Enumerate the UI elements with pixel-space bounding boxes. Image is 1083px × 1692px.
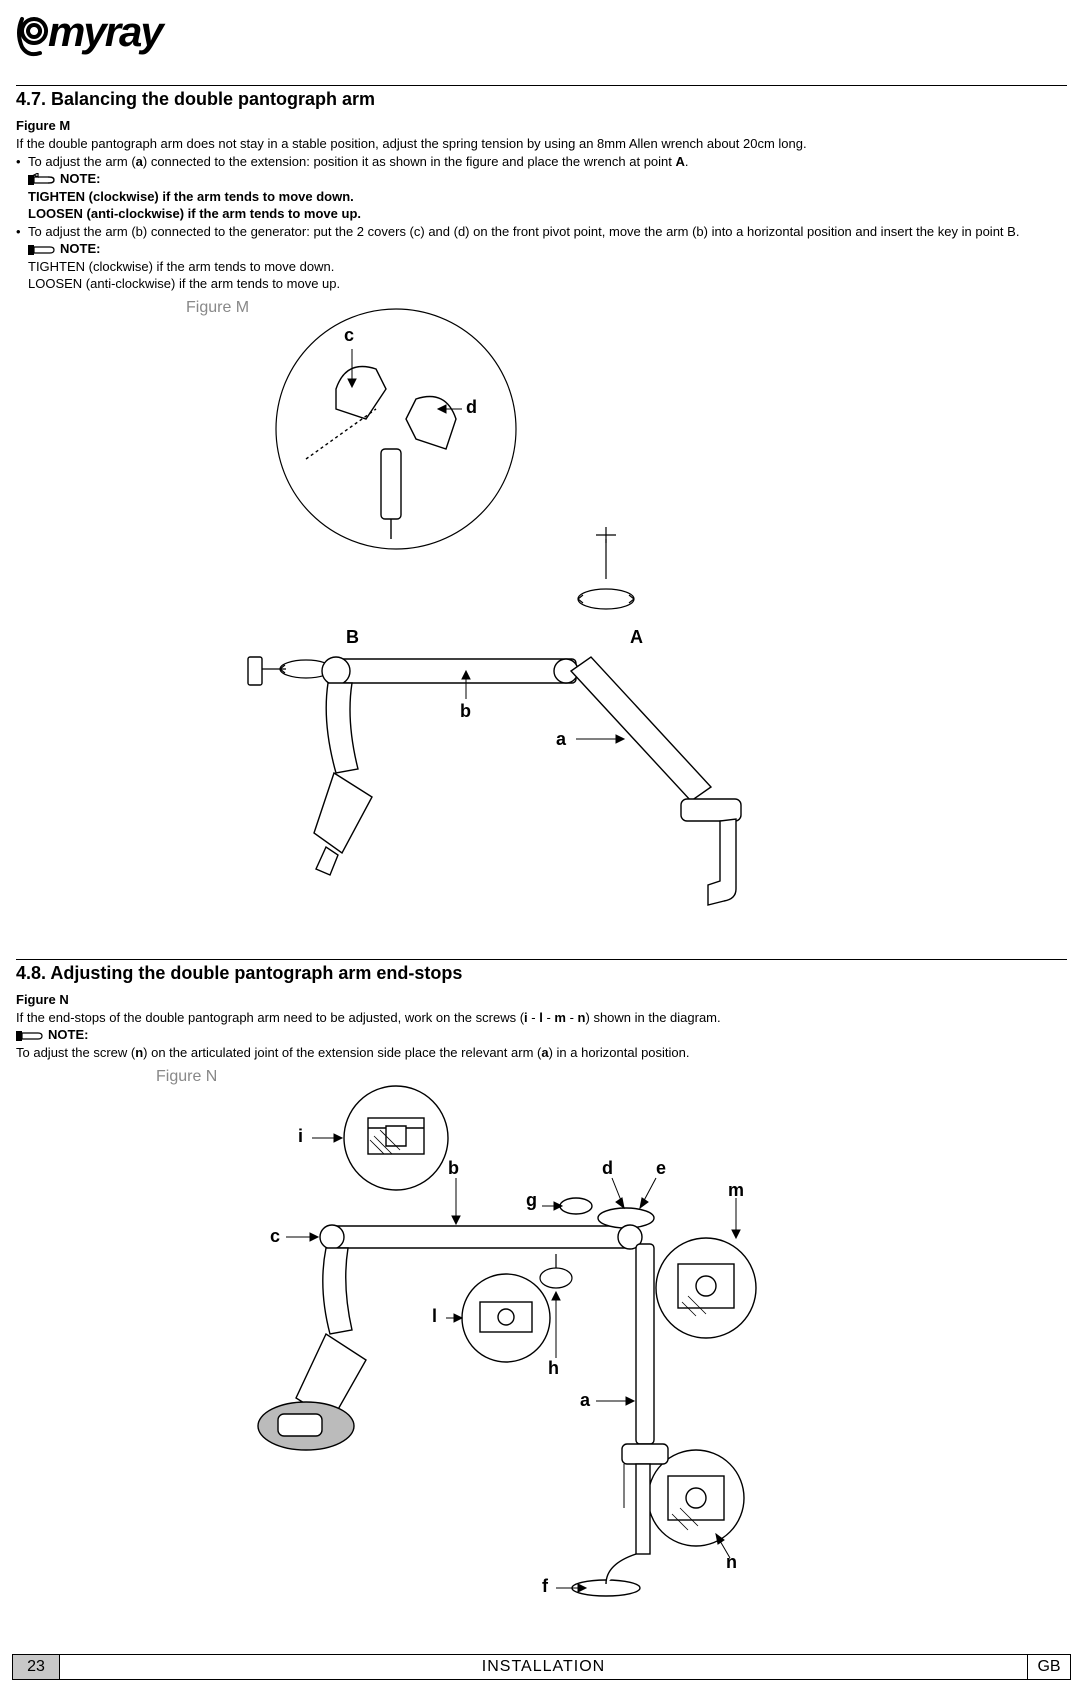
section-4-8-title: 4.8. Adjusting the double pantograph arm… xyxy=(16,959,1067,984)
page-footer: 23 INSTALLATION GB xyxy=(12,1654,1071,1680)
label-n-a: a xyxy=(580,1390,590,1411)
note-3-text: To adjust the screw (n) on the articulat… xyxy=(16,1044,1067,1062)
loosen-1: LOOSEN (anti-clockwise) if the arm tends… xyxy=(16,205,1067,223)
label-n-i: i xyxy=(298,1126,303,1147)
label-n-f: f xyxy=(542,1576,548,1597)
hand-point-icon xyxy=(16,1029,44,1043)
note-3: NOTE: xyxy=(16,1026,1067,1044)
figure-n-label: Figure N xyxy=(16,992,1067,1007)
label-c: c xyxy=(344,325,354,346)
figure-m-label: Figure M xyxy=(16,118,1067,133)
loosen-2: LOOSEN (anti-clockwise) if the arm tends… xyxy=(16,275,1067,293)
page-number: 23 xyxy=(12,1654,60,1680)
footer-title: INSTALLATION xyxy=(60,1654,1027,1680)
section-4-7-title: 4.7. Balancing the double pantograph arm xyxy=(16,85,1067,110)
bullet-1: • To adjust the arm (a) connected to the… xyxy=(16,153,1067,171)
section-4-7-intro: If the double pantograph arm does not st… xyxy=(16,135,1067,153)
hand-point-icon xyxy=(28,243,56,257)
label-n-l: l xyxy=(432,1306,437,1327)
label-n-c: c xyxy=(270,1226,280,1247)
hand-point-icon xyxy=(28,173,56,187)
section-4-8-intro: If the end-stops of the double pantograp… xyxy=(16,1009,1067,1027)
label-n-d: d xyxy=(602,1158,613,1179)
logo-swirl-icon xyxy=(16,13,52,57)
figure-n-diagram: Figure N xyxy=(136,1068,836,1628)
tighten-1: TIGHTEN (clockwise) if the arm tends to … xyxy=(16,188,1067,206)
label-n-g: g xyxy=(526,1190,537,1211)
label-A: A xyxy=(630,627,643,648)
label-n-e: e xyxy=(656,1158,666,1179)
label-d: d xyxy=(466,397,477,418)
brand-logo: myray xyxy=(16,8,162,57)
label-n-n: n xyxy=(726,1552,737,1573)
tighten-2: TIGHTEN (clockwise) if the arm tends to … xyxy=(16,258,1067,276)
note-1: NOTE: xyxy=(16,170,1067,188)
label-n-h: h xyxy=(548,1358,559,1379)
bullet-2: • To adjust the arm (b) connected to the… xyxy=(16,223,1067,241)
logo-text: myray xyxy=(48,8,162,55)
label-b: b xyxy=(460,701,471,722)
footer-language: GB xyxy=(1027,1654,1071,1680)
label-a: a xyxy=(556,729,566,750)
note-2: NOTE: xyxy=(16,240,1067,258)
figure-m-diagram: Figure M xyxy=(176,299,796,929)
label-B: B xyxy=(346,627,359,648)
label-n-m: m xyxy=(728,1180,744,1201)
label-n-b: b xyxy=(448,1158,459,1179)
